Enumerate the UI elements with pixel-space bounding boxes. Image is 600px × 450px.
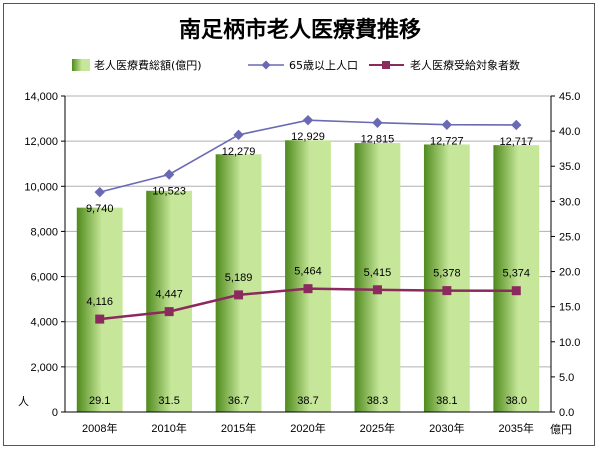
y-right-tick-label: 10.0 [559,337,580,349]
y-left-tick-label: 2,000 [30,362,58,374]
y-left-tick-label: 14,000 [24,91,58,103]
bar-value-label: 38.0 [506,395,527,407]
line2-value-label: 5,464 [294,266,322,278]
lines [94,114,522,324]
line2-value-label: 5,415 [364,267,392,279]
y-right-tick-label: 0.0 [559,407,574,419]
line2-point [303,284,313,294]
legend: 老人医療費総額(億円) 65歳以上人口 老人医療受給対象者数 [72,58,520,72]
y-right-unit: 億円 [550,423,572,436]
y-left-tick-label: 12,000 [24,136,58,148]
line1-value-label: 10,523 [152,185,186,197]
line2-point [95,314,105,324]
y-left-tick-label: 8,000 [30,226,58,238]
legend-line1-label: 65歳以上人口 [289,59,358,72]
line1-value-label: 12,279 [222,146,256,158]
line1-point [233,129,244,141]
bar-value-label: 38.1 [436,395,457,407]
legend-bar-swatch [72,59,90,71]
y-right-tick-label: 35.0 [559,161,580,173]
chart-title: 南足柄市老人医療費推移 [178,18,421,43]
line1-point [372,117,383,128]
line1-point [94,186,105,198]
y-left-unit: 人 [18,395,29,408]
x-tick-label: 2035年 [499,421,534,435]
bar [215,154,262,413]
y-right-tick-label: 5.0 [559,372,574,384]
y-left-tick-label: 10,000 [24,181,58,193]
line2-point [372,285,382,295]
bar [423,144,470,412]
x-tick-label: 2025年 [360,421,395,435]
line2-value-label: 5,189 [225,272,253,284]
line2-value-label: 4,447 [155,289,183,301]
line2-point [511,286,521,296]
line2-value-label: 5,378 [433,268,461,280]
bar [76,207,123,412]
y-right-tick-label: 15.0 [559,302,580,314]
y-right-tick-label: 40.0 [559,126,580,138]
chart-frame: 南足柄市老人医療費推移 老人医療費総額(億円) 65歳以上人口 老人医療受給対象… [3,3,595,446]
line1-point [163,169,175,180]
axes: 0 2,000 4,000 6,000 8,000 10,000 12,000 14,000 0… [24,91,580,435]
line1-value-label: 9,740 [86,203,114,215]
line1-point [441,119,453,130]
line1-value-label: 12,727 [430,136,464,148]
y-left-tick-label: 6,000 [30,272,58,284]
bar [493,145,540,412]
bars [76,140,540,413]
line1-point [511,119,522,131]
legend-line1-marker [261,60,271,70]
line1-point [302,114,314,126]
y-right-tick-label: 20.0 [559,267,580,279]
line2-point [442,286,452,296]
x-tick-label: 2020年 [290,421,325,435]
line2-point [164,307,174,317]
x-tick-label: 2008年 [82,421,117,435]
y-right-tick-label: 45.0 [559,91,580,103]
bar-value-label: 36.7 [228,395,249,407]
chart-canvas: 老人医療費総額(億円) 65歳以上人口 老人医療受給対象者数 0 2,000 4,0… [18,58,580,436]
y-right-tick-label: 25.0 [559,231,580,243]
y-left-tick-label: 0 [52,407,58,419]
bar-value-label: 38.7 [297,395,318,407]
bar-value-label: 29.1 [89,395,110,407]
legend-bar-label: 老人医療費総額(億円) [94,58,202,72]
x-tick-label: 2030年 [429,421,464,435]
line2-point [234,290,244,300]
bar [354,143,401,412]
legend-line2-label: 老人医療受給対象者数 [410,58,520,72]
y-left-tick-label: 4,000 [30,317,58,329]
bar-value-label: 31.5 [158,395,179,407]
line1-value-label: 12,717 [499,136,533,148]
legend-line2-marker [382,61,390,69]
bar [146,190,193,412]
line1-value-label: 12,815 [361,134,395,146]
line1-value-label: 12,929 [291,131,325,143]
data-labels: 29.1 31.5 36.7 38.7 38.3 38.1 38.0 9,740 10,523 1… [86,131,533,407]
bar [285,140,331,413]
x-tick-label: 2015年 [221,421,256,435]
x-tick-label: 2010年 [151,421,186,435]
bar-value-label: 38.3 [367,395,388,407]
line2-value-label: 4,116 [86,296,113,308]
y-right-tick-label: 30.0 [559,196,580,208]
line2-value-label: 5,374 [503,268,531,280]
